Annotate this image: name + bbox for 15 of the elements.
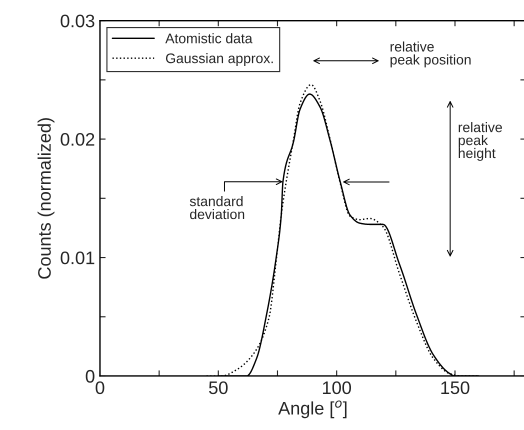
y-tick-label: 0.03 [60, 14, 94, 28]
x-tick-label: 0 [96, 381, 104, 394]
y-tick-label: 0 [86, 370, 94, 383]
x-tick-label: 50 [209, 381, 228, 394]
y-tick-label: 0.02 [60, 133, 94, 146]
legend-label: Gaussian approx. [166, 53, 273, 66]
y-tick-label: 0.01 [60, 251, 94, 264]
annotation: relative peak position [390, 41, 471, 68]
annotation: relative peak height [458, 122, 502, 161]
x-tick-label: 100 [322, 381, 352, 394]
y-axis-title: Counts (normalized) [38, 118, 54, 279]
x-axis-title: Angle [$^{o}$] [278, 400, 346, 418]
annotation: standard deviation [190, 196, 244, 220]
x-tick-label: 150 [441, 381, 470, 394]
legend-label: Atomistic data [165, 33, 252, 44]
